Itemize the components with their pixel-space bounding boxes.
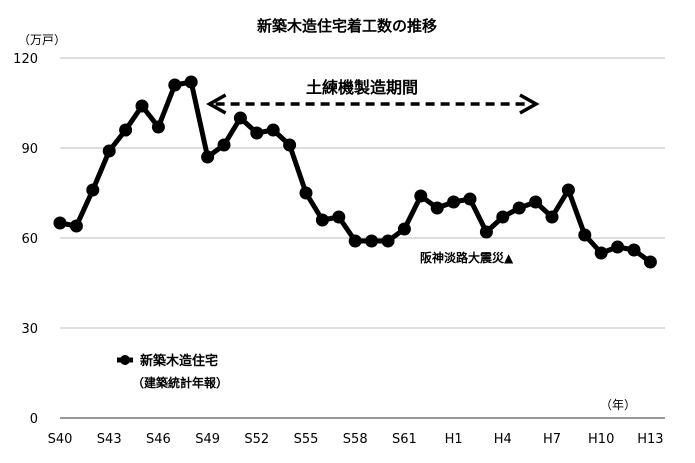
data-point-S42 (86, 183, 100, 197)
legend-source-label: （建築統計年報） (132, 375, 228, 390)
x-tick-S58: S58 (343, 432, 368, 447)
data-point-H13 (643, 255, 657, 269)
data-point-S62 (414, 189, 428, 203)
data-point-S63 (430, 201, 444, 215)
data-point-S58 (348, 234, 362, 248)
data-point-H10 (594, 246, 608, 260)
legend-series-label: 新築木造住宅 (140, 353, 218, 369)
period-label: 土練機製造期間 (306, 78, 418, 97)
data-point-S61 (397, 222, 411, 236)
data-point-H9 (578, 228, 592, 242)
data-point-S45 (135, 99, 149, 113)
data-point-S43 (102, 144, 116, 158)
y-tick-60: 60 (21, 232, 38, 247)
data-point-S53 (266, 123, 280, 137)
x-tick-H1: H1 (445, 432, 463, 447)
data-point-S47 (168, 78, 182, 92)
data-point-S41 (69, 219, 83, 233)
y-tick-30: 30 (21, 322, 38, 337)
gridlines (60, 57, 665, 329)
x-tick-S61: S61 (392, 432, 417, 447)
y-unit-label: （万戸） (18, 33, 66, 47)
data-point-S55 (299, 186, 313, 200)
data-point-H3 (479, 225, 493, 239)
x-tick-S49: S49 (195, 432, 220, 447)
chart-title: 新築木造住宅着工数の推移 (257, 17, 437, 35)
data-point-H11 (611, 240, 625, 254)
x-tick-H4: H4 (494, 432, 512, 447)
data-point-H5 (512, 201, 526, 215)
x-tick-S43: S43 (97, 432, 122, 447)
data-point-S50 (217, 138, 231, 152)
data-point-H12 (627, 243, 641, 257)
data-point-S51 (233, 111, 247, 125)
data-point-H4 (496, 210, 510, 224)
series-line (53, 75, 657, 269)
x-unit-label: （年） (600, 398, 636, 412)
data-point-H1 (447, 195, 461, 209)
data-point-H8 (561, 183, 575, 197)
period-arrow-left-head (206, 93, 227, 115)
x-tick-S40: S40 (48, 432, 73, 447)
period-annotation: 土練機製造期間 (206, 78, 540, 115)
x-tick-S46: S46 (146, 432, 171, 447)
data-point-S48 (184, 75, 198, 89)
x-tick-H10: H10 (588, 432, 614, 447)
y-tick-labels: 0 30 60 90 120 (13, 52, 38, 427)
legend-marker-swatch (120, 355, 130, 365)
data-point-H6 (529, 195, 543, 209)
data-point-H7 (545, 210, 559, 224)
data-point-S57 (332, 210, 346, 224)
x-tick-S55: S55 (294, 432, 319, 447)
data-point-S52 (250, 126, 264, 140)
data-point-S46 (151, 120, 165, 134)
x-tick-S52: S52 (244, 432, 269, 447)
data-point-S40 (53, 216, 67, 230)
period-arrow-right-head (519, 93, 540, 115)
y-tick-0: 0 (30, 412, 38, 427)
x-tick-H13: H13 (637, 432, 663, 447)
earthquake-annotation: 阪神淡路大震災▲ (420, 250, 514, 265)
x-tick-labels: S40 S43 S46 S49 S52 S55 S58 S61 H1 H4 H7 H10 H13 (48, 432, 664, 447)
data-point-S56 (315, 213, 329, 227)
legend: 新築木造住宅 （建築統計年報） (117, 353, 228, 390)
y-tick-90: 90 (21, 142, 38, 157)
data-point-S44 (119, 123, 133, 137)
x-tick-H7: H7 (543, 432, 561, 447)
data-point-S49 (201, 150, 215, 164)
y-tick-120: 120 (13, 52, 38, 67)
data-point-S59 (365, 234, 379, 248)
data-point-H2 (463, 192, 477, 206)
data-point-S54 (283, 138, 297, 152)
data-point-S60 (381, 234, 395, 248)
